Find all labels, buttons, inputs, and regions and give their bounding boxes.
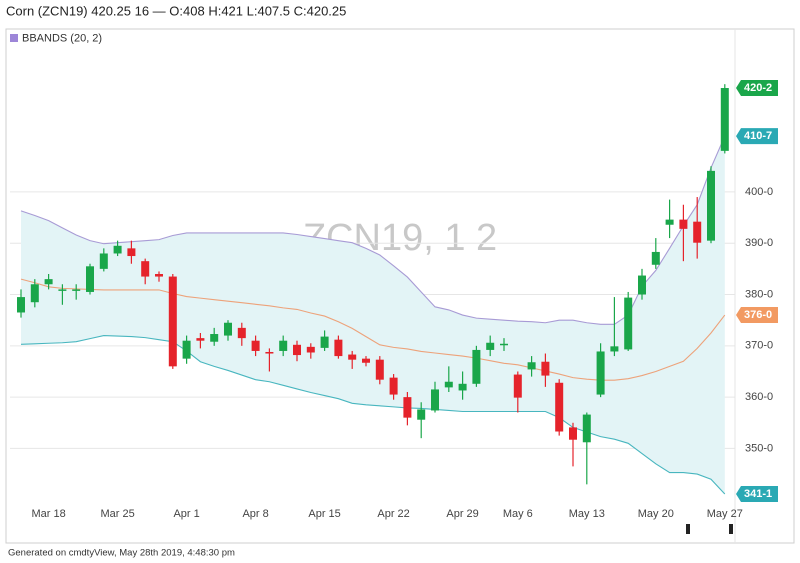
x-tick-label: May 20 bbox=[638, 508, 674, 520]
candle-body bbox=[362, 358, 370, 363]
candle-body bbox=[569, 427, 577, 440]
band-middle bbox=[20, 278, 726, 381]
candle-body bbox=[113, 245, 122, 254]
candle-body bbox=[30, 284, 39, 303]
candle-body bbox=[99, 253, 108, 269]
legend-swatch bbox=[10, 34, 18, 42]
candle-body bbox=[693, 221, 702, 243]
candle-body bbox=[596, 351, 605, 395]
candle-body bbox=[293, 344, 301, 356]
y-tick-label: 360-0 bbox=[745, 391, 773, 403]
candle-body bbox=[210, 334, 219, 342]
candle-body bbox=[624, 297, 633, 350]
candle-body bbox=[513, 374, 522, 398]
candle-body bbox=[375, 359, 384, 380]
plot-frame bbox=[5, 28, 795, 544]
candle-body bbox=[458, 383, 467, 391]
candle-body bbox=[251, 340, 260, 351]
scroll-handle bbox=[729, 524, 733, 534]
x-tick-label: Apr 8 bbox=[242, 508, 268, 520]
price-label: 341-1 bbox=[744, 488, 772, 500]
price-label: 410-7 bbox=[744, 130, 772, 142]
candle-body bbox=[182, 340, 191, 359]
candle-body bbox=[610, 346, 619, 352]
y-tick-label: 380-0 bbox=[745, 288, 773, 300]
candle-body bbox=[196, 338, 205, 341]
candle-body bbox=[720, 88, 729, 151]
band-lower bbox=[20, 335, 726, 495]
candle-body bbox=[141, 261, 150, 277]
x-tick-label: Apr 22 bbox=[377, 508, 409, 520]
price-label: 420-2 bbox=[744, 82, 772, 94]
candle-body bbox=[224, 322, 232, 336]
candle-body bbox=[334, 339, 343, 357]
candle-body bbox=[348, 354, 357, 360]
candle-body bbox=[472, 349, 481, 384]
candle-body bbox=[44, 279, 53, 285]
candle-body bbox=[679, 219, 688, 229]
candle-body bbox=[306, 346, 315, 353]
candle-body bbox=[72, 289, 81, 291]
candle-body bbox=[527, 362, 536, 370]
y-tick-label: 350-0 bbox=[745, 442, 773, 454]
chart-title: Corn (ZCN19) 420.25 16 — O:408 H:421 L:4… bbox=[6, 3, 346, 18]
candle-body bbox=[431, 389, 439, 411]
band-fill bbox=[21, 136, 725, 494]
candle-body bbox=[127, 248, 136, 257]
candle-body bbox=[486, 342, 495, 350]
candle-body bbox=[555, 382, 564, 432]
candle-body bbox=[17, 297, 25, 313]
y-tick-label: 370-0 bbox=[745, 340, 773, 352]
price-label: 376-0 bbox=[744, 309, 772, 321]
candle-body bbox=[389, 377, 398, 395]
legend-label: BBANDS (20, 2) bbox=[22, 32, 102, 44]
x-tick-label: Apr 1 bbox=[173, 508, 199, 520]
candle-body bbox=[707, 170, 715, 241]
candle-body bbox=[582, 414, 591, 443]
candle-body bbox=[168, 276, 177, 367]
candle-body bbox=[279, 340, 288, 351]
y-tick-label: 390-0 bbox=[745, 237, 773, 249]
x-tick-label: Apr 29 bbox=[446, 508, 478, 520]
candle-body bbox=[444, 381, 453, 388]
candle-body bbox=[58, 289, 67, 291]
candle-body bbox=[155, 274, 163, 277]
price-label-box bbox=[736, 128, 778, 145]
candle-body bbox=[638, 275, 646, 295]
candle-body bbox=[541, 361, 550, 376]
candle-body bbox=[665, 219, 674, 225]
scroll-handle bbox=[686, 524, 690, 534]
price-label-box bbox=[736, 80, 778, 97]
x-tick-label: May 27 bbox=[707, 508, 743, 520]
x-tick-label: May 6 bbox=[503, 508, 533, 520]
candle-body bbox=[500, 343, 508, 346]
plot-layer: 350-0 360-0 370-0 380-0 390-0 400-0 Mar 18 Mar … bbox=[10, 80, 778, 520]
candle-body bbox=[320, 336, 329, 348]
candle-body bbox=[86, 266, 94, 292]
price-label-box bbox=[736, 307, 778, 324]
x-tick-label: May 13 bbox=[569, 508, 605, 520]
candle-body bbox=[651, 251, 660, 265]
candle-body bbox=[265, 351, 274, 354]
candle-body bbox=[237, 327, 246, 339]
candle-body bbox=[417, 409, 426, 420]
price-label-box bbox=[736, 485, 778, 502]
x-tick-label: Mar 18 bbox=[31, 508, 65, 520]
x-tick-label: Apr 15 bbox=[308, 508, 340, 520]
band-upper bbox=[20, 135, 726, 325]
x-tick-label: Mar 25 bbox=[100, 508, 134, 520]
candle-body bbox=[403, 397, 412, 418]
y-tick-label: 400-0 bbox=[745, 186, 773, 198]
footer: Generated on cmdtyView, May 28th 2019, 4… bbox=[8, 548, 235, 559]
